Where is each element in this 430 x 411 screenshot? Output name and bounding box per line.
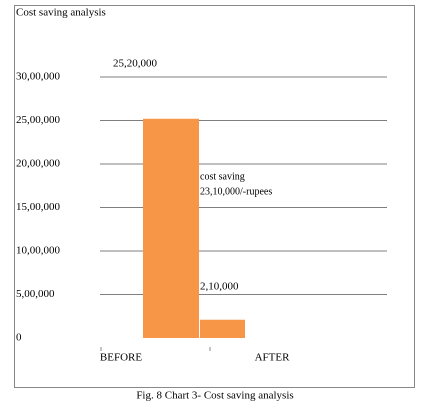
- chart-border: [14, 5, 415, 388]
- annotation: 23,10,000/-rupees: [200, 186, 272, 197]
- x-tick-label: AFTER: [255, 352, 291, 364]
- caption: Fig. 8 Chart 3- Cost saving analysis: [136, 390, 293, 402]
- y-tick-label: 25,00,000: [16, 114, 61, 126]
- chart-title: Cost saving analysis: [16, 7, 106, 19]
- x-tick-label: BEFORE: [100, 352, 142, 364]
- y-tick-label: 10,00,000: [16, 245, 61, 257]
- y-tick-label: 30,00,000: [16, 71, 61, 83]
- bar: [200, 319, 245, 338]
- y-tick-label: 0: [16, 332, 22, 344]
- y-tick-label: 20,00,000: [16, 158, 61, 170]
- value-label: 25,20,000: [113, 57, 158, 69]
- bar: [143, 118, 199, 338]
- value-label: 2,10,000: [200, 280, 239, 292]
- y-tick-label: 5,00,000: [16, 288, 55, 300]
- y-tick-label: 15,00,000: [16, 201, 61, 213]
- annotation: cost saving: [200, 171, 245, 182]
